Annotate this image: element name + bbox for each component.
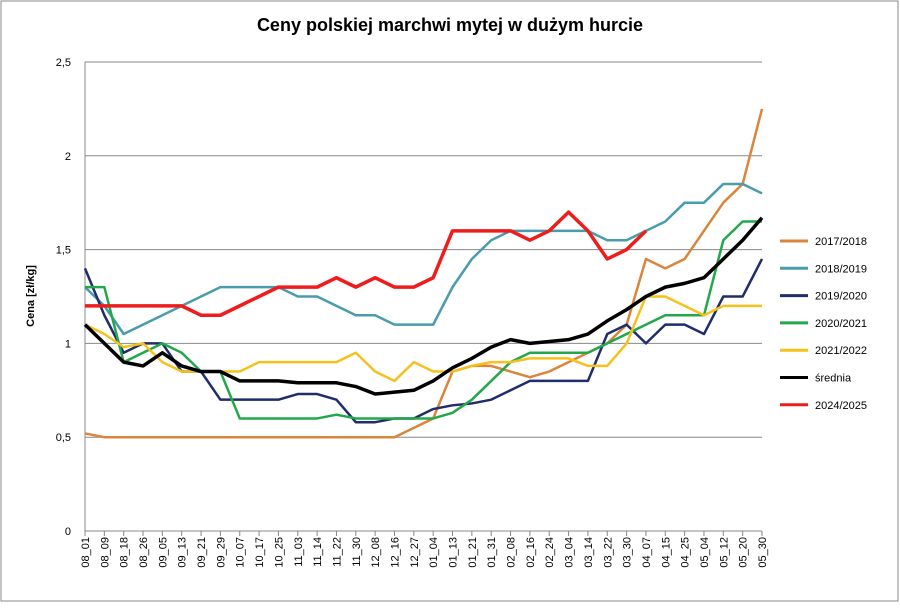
x-tick-label: 03_04 xyxy=(564,537,576,568)
x-tick-label: 05_30 xyxy=(757,537,769,568)
series-line xyxy=(84,182,763,336)
chart-title: Ceny polskiej marchwi mytej w dużym hurc… xyxy=(257,15,643,35)
x-tick-label: 02_24 xyxy=(544,537,556,568)
x-tick-label: 12_16 xyxy=(389,537,401,568)
y-tick-label: 0,5 xyxy=(56,432,71,444)
x-tick-label: 11_30 xyxy=(351,537,363,567)
series-line xyxy=(85,220,762,420)
x-tick-label: 10_25 xyxy=(273,537,285,568)
legend-label: 2019/2020 xyxy=(815,291,867,303)
x-tick-label: 01_04 xyxy=(428,537,440,568)
legend-label: 2018/2019 xyxy=(815,263,867,275)
y-tick-label: 2,5 xyxy=(56,57,71,69)
x-tick-label: 10_07 xyxy=(235,537,247,568)
y-tick-label: 0 xyxy=(65,526,71,538)
x-tick-label: 12_27 xyxy=(409,537,421,568)
x-tick-label: 05_12 xyxy=(718,537,730,568)
x-tick-label: 08_18 xyxy=(119,537,131,568)
x-tick-label: 11_03 xyxy=(293,537,305,567)
x-tick-label: 09_05 xyxy=(157,537,169,568)
y-tick-label: 2 xyxy=(65,151,71,163)
legend-label: 2017/2018 xyxy=(815,236,867,248)
x-tick-label: 01_31 xyxy=(486,537,498,568)
x-tick-label: 05_04 xyxy=(699,537,711,568)
y-axis-label: Cena [zł/kg] xyxy=(25,265,37,327)
series-line xyxy=(85,210,648,318)
x-tick-label: 11_22 xyxy=(331,537,343,567)
x-tick-label: 05_20 xyxy=(738,537,750,568)
x-tick-label: 02_16 xyxy=(525,537,537,568)
x-tick-label: 03_30 xyxy=(622,537,634,568)
y-tick-label: 1,5 xyxy=(56,245,71,257)
x-tick-label: 02_08 xyxy=(506,537,518,568)
legend-label: średnia xyxy=(815,373,852,385)
x-tick-label: 08_26 xyxy=(138,537,150,568)
x-tick-label: 09_13 xyxy=(177,537,189,568)
x-tick-label: 11_14 xyxy=(312,537,324,567)
x-tick-label: 12_08 xyxy=(370,537,382,568)
x-tick-label: 09_21 xyxy=(196,537,208,568)
y-tick-label: 1 xyxy=(65,338,71,350)
x-tick-label: 09_29 xyxy=(215,537,227,568)
x-tick-label: 03_14 xyxy=(583,537,595,568)
x-tick-label: 03_22 xyxy=(602,537,614,568)
x-tick-label: 08_09 xyxy=(99,537,111,568)
x-tick-label: 04_25 xyxy=(680,537,692,568)
series-line xyxy=(84,108,764,439)
x-tick-label: 10_17 xyxy=(254,537,266,568)
x-tick-label: 08_01 xyxy=(80,537,92,568)
series-line xyxy=(83,216,764,396)
x-tick-label: 01_13 xyxy=(448,537,460,568)
x-tick-label: 04_07 xyxy=(641,537,653,568)
legend-label: 2020/2021 xyxy=(815,318,867,330)
x-tick-label: 04_15 xyxy=(660,537,672,568)
legend-label: 2024/2025 xyxy=(815,400,867,412)
x-tick-label: 01_21 xyxy=(467,537,479,568)
legend-label: 2021/2022 xyxy=(815,345,867,357)
